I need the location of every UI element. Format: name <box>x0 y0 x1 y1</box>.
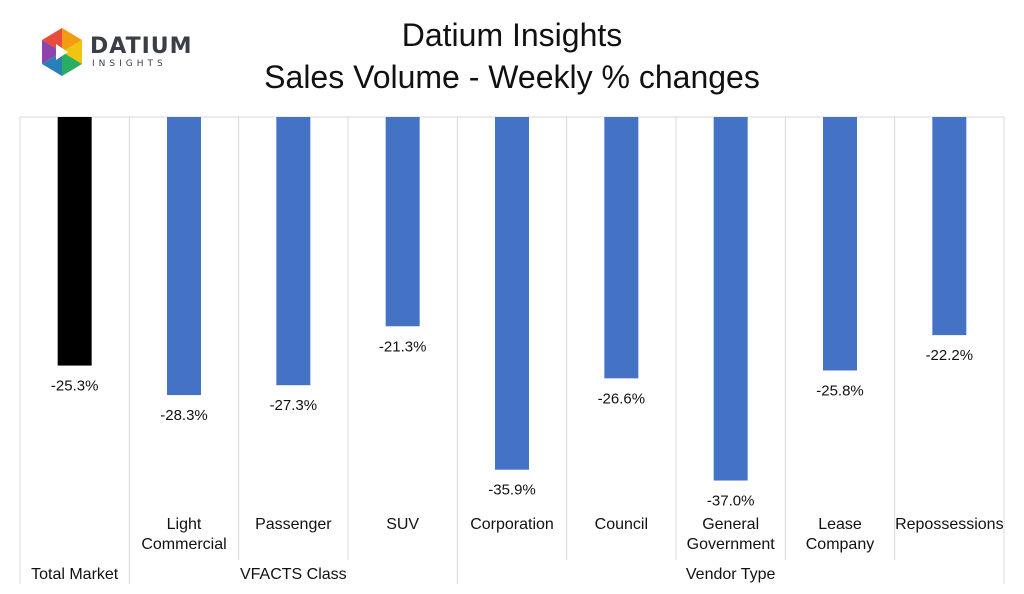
data-label-8: -22.2% <box>926 347 974 364</box>
bar-1 <box>167 117 201 396</box>
category-label-7: Company <box>806 536 874 553</box>
bar-4 <box>495 117 529 470</box>
chart-title-block: Datium Insights Sales Volume - Weekly % … <box>0 14 1024 98</box>
data-label-4: -35.9% <box>488 482 536 499</box>
bar-2 <box>276 117 311 386</box>
bar-6 <box>713 117 748 481</box>
category-label-3: SUV <box>386 516 419 533</box>
group-label-2: Vendor Type <box>686 566 776 583</box>
logo-wordmark: DATIUM <box>90 34 193 59</box>
data-label-3: -21.3% <box>379 338 427 355</box>
bar-8 <box>932 117 967 336</box>
data-label-7: -25.8% <box>816 382 864 399</box>
category-label-1: Commercial <box>141 536 226 553</box>
group-label-1: VFACTS Class <box>240 566 347 583</box>
bar-3 <box>385 117 420 327</box>
category-label-5: Council <box>595 516 648 533</box>
category-label-6: Government <box>687 536 776 553</box>
category-label-1: Light <box>167 516 202 533</box>
group-label-0: Total Market <box>31 566 119 583</box>
data-label-6: -37.0% <box>707 493 755 510</box>
chart-title: Datium Insights <box>401 17 623 53</box>
data-label-0: -25.3% <box>51 378 99 395</box>
datium-logo: DATIUM INSIGHTS <box>38 26 192 82</box>
chart-subtitle: Sales Volume - Weekly % changes <box>264 59 760 95</box>
data-label-1: -28.3% <box>160 407 208 424</box>
category-label-2: Passenger <box>255 516 332 533</box>
bar-7 <box>823 117 857 371</box>
data-label-5: -26.6% <box>598 390 646 407</box>
data-label-2: -27.3% <box>270 397 318 414</box>
bar-0 <box>57 117 92 366</box>
category-label-7: Lease <box>818 516 862 533</box>
datium-logo-icon <box>42 28 82 76</box>
logo-subtitle: INSIGHTS <box>92 59 167 69</box>
category-label-6: General <box>702 516 759 533</box>
bar-5 <box>604 117 639 379</box>
category-label-8: Repossessions <box>895 516 1004 533</box>
category-label-4: Corporation <box>470 516 554 533</box>
